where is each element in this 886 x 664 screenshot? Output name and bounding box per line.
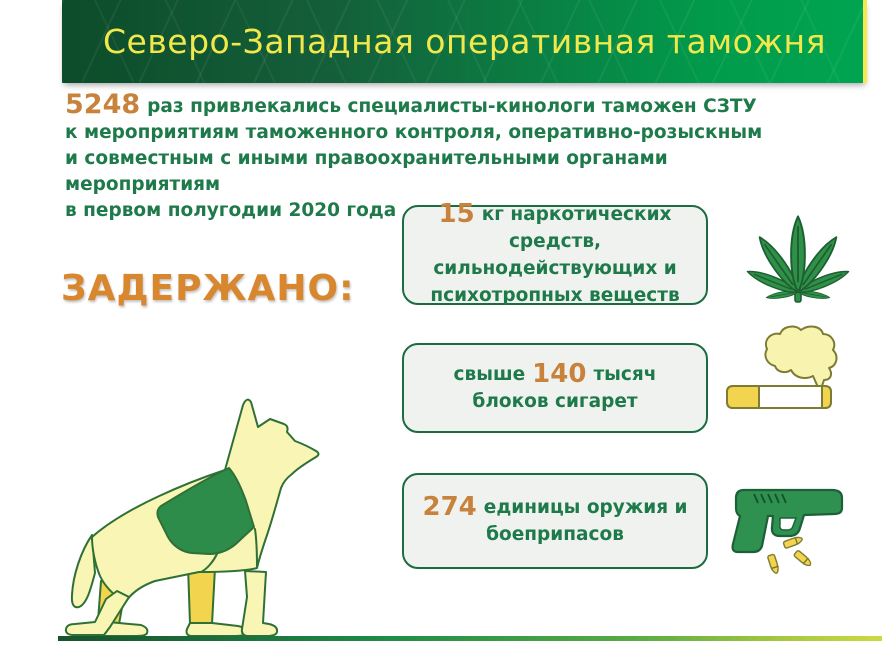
stat-prefix: свыше — [453, 364, 526, 385]
footer-gradient-rule — [58, 636, 882, 641]
stat-box-cigarettes-text: свыше 140 тысяч блоков сигарет — [420, 361, 690, 415]
dog-far-front-foot — [185, 622, 248, 637]
stat-text: тысяч блоков сигарет — [472, 364, 657, 412]
pistol-icon — [728, 470, 863, 590]
bullet — [767, 553, 779, 574]
intro-stat-number: 5248 — [65, 89, 141, 120]
stat-box-weapons: 274 единицы оружия и боеприпасов — [402, 473, 708, 569]
page-title: Северо-Западная оперативная таможня — [103, 22, 826, 61]
dog-near-rear-leg — [64, 590, 130, 636]
stat-box-drugs: 15 кг наркотических средств, сильнодейств… — [402, 201, 708, 306]
stat-number: 140 — [532, 359, 587, 389]
dog-chest-line — [254, 528, 258, 568]
intro-line-1-text: раз привлекались специалисты-кинологи та… — [147, 96, 757, 117]
cannabis-leaf-icon — [743, 202, 853, 307]
bullet — [793, 550, 812, 567]
intro-line-1: 5248 раз привлекались специалисты-кинолог… — [65, 89, 775, 120]
stat-number: 15 — [438, 199, 475, 229]
stat-box-cigarettes: свыше 140 тысяч блоков сигарет — [402, 343, 708, 433]
stat-box-weapons-text: 274 единицы оружия и боеприпасов — [420, 494, 690, 548]
intro-line-2: к мероприятиям таможенного контроля, опе… — [65, 122, 763, 143]
smoke-cloud — [764, 325, 838, 389]
service-dog-illustration — [57, 383, 347, 643]
cigarette-icon — [723, 322, 838, 414]
intro-line-4: в первом полугодии 2020 года — [65, 200, 397, 221]
detained-heading: ЗАДЕРЖАНО: — [61, 268, 355, 309]
bullet — [782, 536, 803, 549]
dog-tail — [70, 534, 96, 609]
intro-paragraph: 5248 раз привлекались специалисты-кинолог… — [65, 89, 775, 224]
stat-box-drugs-text: 15 кг наркотических средств, сильнодейств… — [420, 201, 690, 309]
dog-vest — [156, 467, 255, 555]
header-banner: Северо-Западная оперативная таможня — [62, 0, 867, 83]
intro-line-3: и совместным с иными правоохранительными… — [65, 148, 668, 195]
header-yellow-stripe — [863, 0, 867, 83]
dog-belly-line — [200, 553, 218, 573]
stat-text: кг наркотических средств, сильнодействую… — [430, 204, 680, 306]
pistol-trigger-hole — [779, 517, 797, 531]
dog-near-front-leg — [240, 570, 279, 637]
stat-number: 274 — [422, 492, 477, 522]
dog-far-front-leg — [187, 565, 216, 625]
stat-text: единицы оружия и боеприпасов — [483, 497, 688, 545]
